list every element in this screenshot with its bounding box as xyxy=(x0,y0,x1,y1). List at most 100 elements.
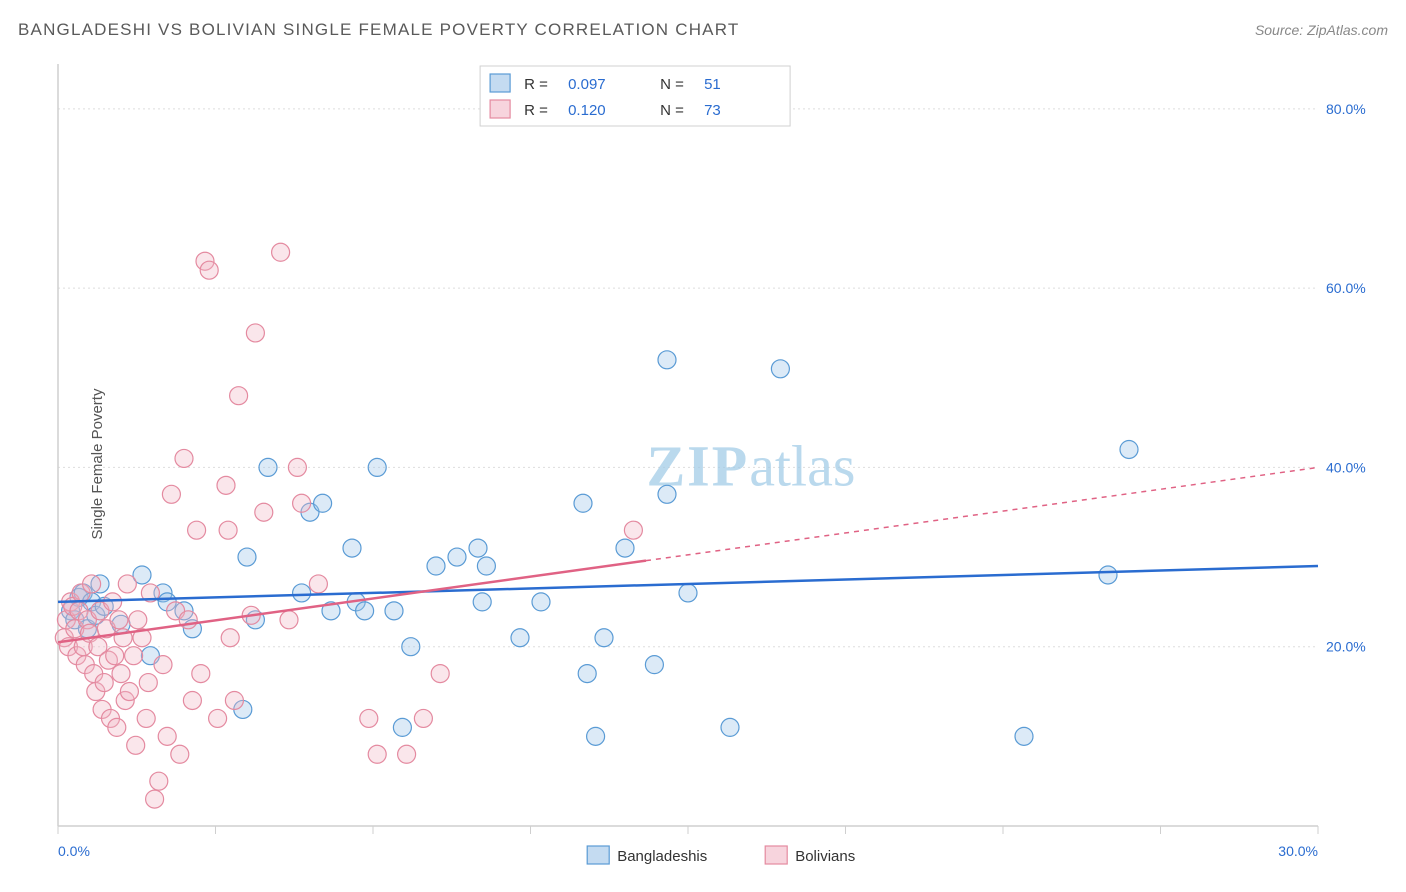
data-point xyxy=(1015,727,1033,745)
data-point xyxy=(645,656,663,674)
data-point xyxy=(221,629,239,647)
data-point xyxy=(118,575,136,593)
data-point xyxy=(721,718,739,736)
data-point xyxy=(175,449,193,467)
data-point xyxy=(473,593,491,611)
data-point xyxy=(431,665,449,683)
x-tick-label: 0.0% xyxy=(58,843,90,859)
data-point xyxy=(595,629,613,647)
stat-r-value: 0.097 xyxy=(568,76,606,93)
data-point xyxy=(658,351,676,369)
legend-label-bolivians: Bolivians xyxy=(795,848,855,865)
data-point xyxy=(95,674,113,692)
data-point xyxy=(448,548,466,566)
data-point xyxy=(120,683,138,701)
data-point xyxy=(360,709,378,727)
data-point xyxy=(230,387,248,405)
data-point xyxy=(578,665,596,683)
data-point xyxy=(368,745,386,763)
data-point xyxy=(414,709,432,727)
y-tick-label: 40.0% xyxy=(1326,459,1366,475)
series-bangladeshis xyxy=(62,351,1138,746)
stat-n-label: N = xyxy=(660,102,684,119)
legend-label-bangladeshis: Bangladeshis xyxy=(617,848,707,865)
chart-title: BANGLADESHI VS BOLIVIAN SINGLE FEMALE PO… xyxy=(18,20,739,40)
source-prefix: Source: xyxy=(1255,22,1307,38)
data-point xyxy=(574,494,592,512)
data-point xyxy=(309,575,327,593)
x-tick-label: 30.0% xyxy=(1278,843,1318,859)
data-point xyxy=(192,665,210,683)
data-point xyxy=(1120,440,1138,458)
data-point xyxy=(259,458,277,476)
data-point xyxy=(771,360,789,378)
data-point xyxy=(188,521,206,539)
stat-r-value: 0.120 xyxy=(568,102,606,119)
data-point xyxy=(511,629,529,647)
data-point xyxy=(106,647,124,665)
data-point xyxy=(255,503,273,521)
data-point xyxy=(280,611,298,629)
data-point xyxy=(293,494,311,512)
data-point xyxy=(314,494,332,512)
data-point xyxy=(356,602,374,620)
data-point xyxy=(624,521,642,539)
data-point xyxy=(162,485,180,503)
legend-swatch xyxy=(490,74,510,92)
data-point xyxy=(110,611,128,629)
data-point xyxy=(393,718,411,736)
data-point xyxy=(658,485,676,503)
data-point xyxy=(587,727,605,745)
y-tick-label: 80.0% xyxy=(1326,101,1366,117)
data-point xyxy=(272,243,290,261)
series-bolivians xyxy=(55,243,642,808)
scatter-chart: 20.0% 40.0% 60.0% 80.0% ZIPatlas 0.0% 30.0% R =… xyxy=(18,54,1388,874)
data-point xyxy=(238,548,256,566)
stat-r-label: R = xyxy=(524,102,548,119)
data-point xyxy=(368,458,386,476)
data-point xyxy=(219,521,237,539)
data-point xyxy=(127,736,145,754)
data-point xyxy=(125,647,143,665)
y-tick-label: 20.0% xyxy=(1326,639,1366,655)
data-point xyxy=(209,709,227,727)
data-point xyxy=(139,674,157,692)
data-point xyxy=(150,772,168,790)
y-axis-label: Single Female Poverty xyxy=(89,389,106,540)
data-point xyxy=(112,665,130,683)
data-point xyxy=(532,593,550,611)
data-point xyxy=(146,790,164,808)
stat-n-label: N = xyxy=(660,76,684,93)
data-point xyxy=(108,718,126,736)
stat-n-value: 51 xyxy=(704,76,721,93)
data-point xyxy=(343,539,361,557)
stat-r-label: R = xyxy=(524,76,548,93)
data-point xyxy=(83,575,101,593)
data-point xyxy=(137,709,155,727)
stat-n-value: 73 xyxy=(704,102,721,119)
data-point xyxy=(1099,566,1117,584)
data-point xyxy=(293,584,311,602)
source-attribution: Source: ZipAtlas.com xyxy=(1255,22,1388,40)
data-point xyxy=(398,745,416,763)
data-point xyxy=(200,261,218,279)
data-point xyxy=(129,611,147,629)
watermark: ZIPatlas xyxy=(647,433,856,498)
y-tick-label: 60.0% xyxy=(1326,280,1366,296)
legend-swatch xyxy=(490,100,510,118)
data-point xyxy=(217,476,235,494)
legend-swatch-bolivians xyxy=(765,846,787,864)
data-point xyxy=(679,584,697,602)
data-point xyxy=(288,458,306,476)
data-point xyxy=(427,557,445,575)
data-point xyxy=(246,324,264,342)
data-point xyxy=(469,539,487,557)
source-name: ZipAtlas.com xyxy=(1307,22,1388,38)
data-point xyxy=(225,691,243,709)
data-point xyxy=(477,557,495,575)
data-point xyxy=(104,593,122,611)
chart-container: Single Female Poverty 20.0% 40.0% 60.0% 80.… xyxy=(18,54,1388,874)
data-point xyxy=(158,727,176,745)
legend-swatch-bangladeshis xyxy=(587,846,609,864)
data-point xyxy=(616,539,634,557)
